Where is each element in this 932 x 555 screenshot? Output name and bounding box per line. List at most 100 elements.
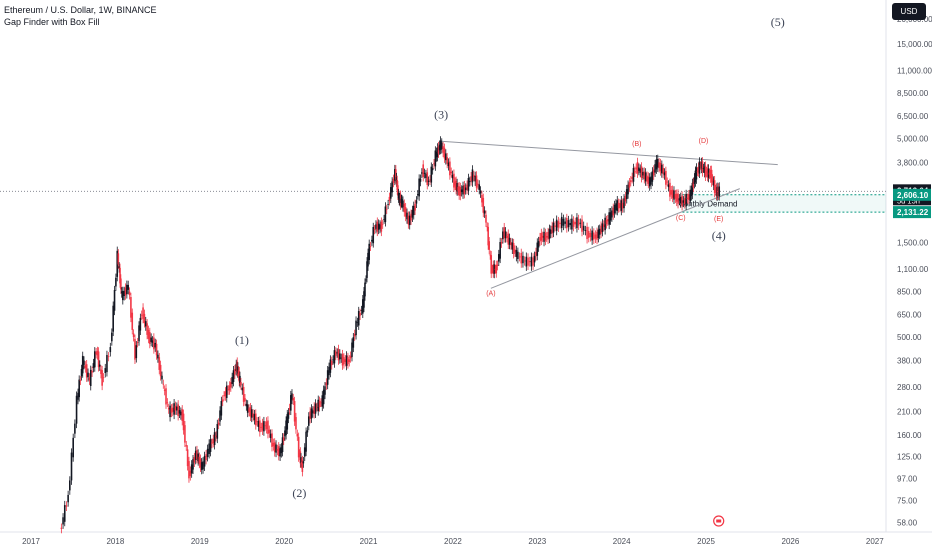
candle-body (316, 406, 318, 408)
candle-body (612, 207, 615, 216)
candle-body (586, 226, 588, 240)
zone-price-label: 2,606.10 (897, 191, 929, 200)
price-tick-label: 1,100.00 (897, 265, 929, 274)
trendline-1 (490, 188, 740, 289)
candle-body (697, 166, 700, 173)
candle-body (310, 408, 313, 419)
candle-body (659, 163, 662, 172)
candle-body (356, 322, 359, 323)
candle-body (265, 421, 268, 430)
candle-body (624, 195, 627, 202)
candle-body (234, 369, 236, 375)
candle-body (216, 423, 219, 439)
candle-body (219, 410, 221, 422)
candle-body (490, 255, 493, 274)
candle-body (506, 236, 508, 238)
candle-body (361, 299, 364, 314)
candle-body (159, 364, 162, 377)
candle-body (301, 460, 304, 472)
candle-body (166, 402, 169, 404)
candle-body (80, 368, 83, 377)
candle-body (309, 411, 311, 419)
demand-zone-label: Monthly Demand (677, 199, 737, 208)
candle-body (401, 199, 403, 204)
candle-body (412, 205, 415, 216)
candle-body (115, 277, 117, 287)
candle-body (284, 430, 286, 437)
price-tick-label: 850.00 (897, 287, 922, 296)
candle-body (596, 231, 598, 240)
candle-body (605, 220, 608, 225)
candle-body (281, 437, 284, 452)
candle-body (643, 171, 646, 179)
candle-body (81, 355, 84, 374)
candle-body (555, 219, 558, 231)
candle-body (445, 153, 447, 161)
candle-body (520, 252, 523, 264)
candle-body (587, 230, 590, 238)
pattern-label: (C) (676, 215, 686, 222)
price-tick-label: 125.00 (897, 452, 922, 461)
candle-body (92, 363, 95, 368)
candle-body (562, 218, 565, 226)
candle-body (600, 225, 602, 234)
price-tick-label: 3,800.00 (897, 158, 929, 167)
candle-body (320, 402, 322, 404)
candle-body (232, 370, 235, 383)
zone-price-box (893, 206, 931, 219)
candle-body (154, 342, 157, 348)
price-tick-label: 160.00 (897, 431, 922, 440)
candle-body (627, 184, 629, 195)
candle-body (349, 355, 352, 359)
candle-body (368, 243, 370, 260)
candle-body (421, 172, 423, 174)
candle-body (548, 228, 551, 239)
candle-body (101, 370, 103, 386)
candle-body (663, 172, 666, 176)
candle-body (473, 175, 475, 177)
candle-body (344, 359, 347, 363)
wave-label: (2) (292, 486, 306, 500)
candle-body (491, 268, 494, 270)
candle-body (579, 222, 582, 224)
candle-body (317, 399, 320, 412)
candle-body (174, 405, 177, 411)
candle-body (525, 256, 528, 267)
pattern-label: (E) (714, 216, 723, 223)
candle-body (212, 438, 215, 443)
candle-body (530, 256, 533, 267)
indicator-label[interactable]: Gap Finder with Box Fill (4, 17, 100, 27)
candle-body (608, 212, 610, 225)
candle-body (440, 142, 443, 150)
candle-body (100, 369, 102, 374)
candle-body (681, 195, 683, 207)
candle-body (62, 517, 64, 525)
candle-body (158, 357, 161, 370)
candle-body (677, 193, 679, 204)
candle-body (176, 406, 178, 411)
candle-body (422, 164, 425, 177)
candle-body (685, 193, 687, 206)
candle-body (272, 442, 275, 447)
currency-button[interactable]: USD (892, 3, 926, 20)
candle-body (87, 372, 89, 378)
candle-body (650, 176, 652, 185)
price-tick-label: 11,000.00 (897, 67, 932, 76)
candle-body (665, 170, 667, 185)
candle-body (713, 180, 716, 193)
candle-body (474, 175, 476, 182)
candle-body (591, 230, 593, 241)
candle-body (318, 400, 321, 408)
candle-body (656, 158, 659, 168)
candle-body (120, 278, 122, 290)
candle-body (196, 450, 198, 459)
time-tick-label: 2019 (191, 537, 209, 546)
candle-body (357, 311, 360, 326)
candle-body (493, 264, 496, 274)
candle-body (150, 337, 152, 342)
candle-body (390, 187, 392, 199)
candle-body (690, 189, 693, 197)
candle-body (696, 171, 699, 173)
